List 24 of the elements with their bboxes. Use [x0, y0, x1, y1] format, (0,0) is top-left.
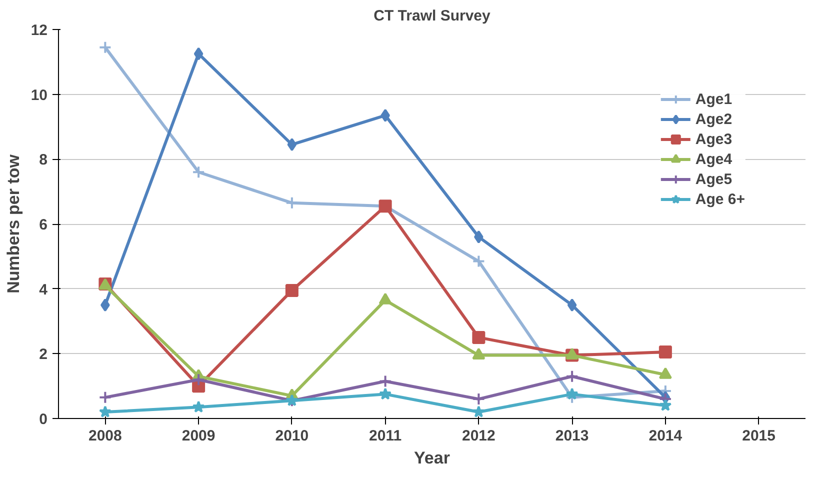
x-tick-label: 2011 — [369, 428, 402, 444]
legend-label: Age5 — [695, 170, 732, 188]
x-tick-label: 2013 — [555, 428, 589, 444]
legend-label: Age1 — [695, 90, 732, 108]
y-tick-label: 10 — [30, 86, 48, 104]
x-tick-label: 2014 — [648, 428, 683, 444]
x-tick-label: 2010 — [275, 428, 309, 444]
y-tick-label: 4 — [39, 281, 48, 298]
legend-label: Age3 — [695, 130, 732, 148]
x-tick-label: 2015 — [742, 428, 776, 444]
y-tick-label: 8 — [39, 152, 48, 169]
chart-title: CT Trawl Survey — [374, 8, 492, 24]
y-tick-label: 0 — [39, 411, 48, 428]
y-tick-label: 12 — [30, 22, 48, 39]
legend-label: Age 6+ — [695, 190, 745, 208]
legend-label: Age2 — [695, 110, 732, 128]
legend-label: Age4 — [695, 150, 732, 168]
y-axis-title: Numbers per tow — [4, 154, 23, 294]
x-tick-label: 2008 — [88, 428, 122, 444]
x-tick-label: 2012 — [462, 428, 496, 444]
y-tick-label: 6 — [39, 216, 48, 234]
x-axis-title: Year — [414, 448, 450, 468]
y-tick-label: 2 — [39, 346, 48, 364]
x-tick-label: 2009 — [182, 428, 216, 444]
